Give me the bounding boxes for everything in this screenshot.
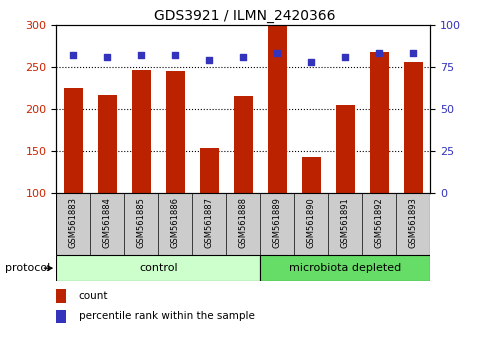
Text: microbiota depleted: microbiota depleted [288,263,401,273]
Bar [98,95,116,193]
Bar [56,310,66,323]
Text: GSM561886: GSM561886 [170,197,180,248]
Bar [64,88,82,193]
Text: GSM561893: GSM561893 [408,197,417,248]
Text: GSM561887: GSM561887 [204,197,213,248]
Text: GSM561885: GSM561885 [137,197,145,248]
Point [307,59,315,64]
Point [341,54,348,59]
Text: protocol: protocol [5,263,50,273]
FancyBboxPatch shape [56,255,260,281]
Text: GSM561883: GSM561883 [69,197,78,248]
Bar [301,157,320,193]
Bar [200,148,218,193]
Point [375,51,383,56]
Text: percentile rank within the sample: percentile rank within the sample [79,312,254,321]
Bar [165,71,184,193]
Bar [403,62,422,193]
Point [408,51,416,56]
Text: count: count [79,291,108,301]
Point [103,54,111,59]
Bar [267,27,286,193]
Point [137,52,145,58]
Text: GSM561892: GSM561892 [374,197,383,248]
Bar [132,70,150,193]
Point [69,52,77,58]
Text: control: control [139,263,177,273]
Bar [233,96,252,193]
Bar [335,105,354,193]
Text: GSM561891: GSM561891 [340,197,349,248]
Point [171,52,179,58]
Point [273,51,281,56]
Text: GSM561884: GSM561884 [102,197,112,248]
Point [205,57,213,63]
Point [239,54,246,59]
Bar [56,289,66,303]
Text: GSM561888: GSM561888 [238,197,247,248]
FancyBboxPatch shape [260,255,429,281]
Bar [369,52,388,193]
Text: GSM561890: GSM561890 [306,197,315,248]
Text: GSM561889: GSM561889 [272,197,281,248]
Text: GDS3921 / ILMN_2420366: GDS3921 / ILMN_2420366 [153,9,335,23]
